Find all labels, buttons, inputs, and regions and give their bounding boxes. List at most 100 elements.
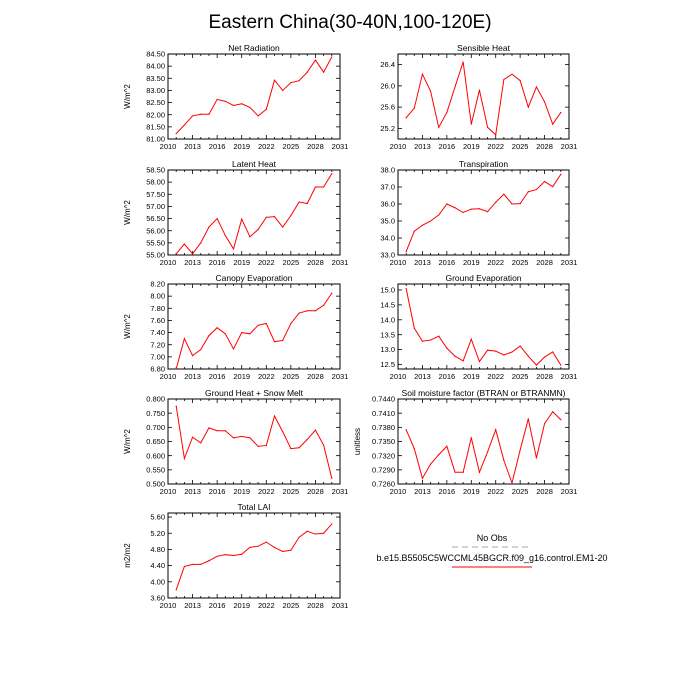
- data-point: [298, 312, 300, 314]
- x-tick-label: 2025: [512, 142, 529, 151]
- data-point: [503, 78, 505, 81]
- y-tick-label: 0.7410: [372, 409, 395, 418]
- data-point: [183, 565, 185, 568]
- y-tick-label: 0.7440: [372, 395, 395, 404]
- data-point: [257, 324, 259, 326]
- legend-obs-label: No Obs: [477, 533, 508, 543]
- data-point: [470, 123, 472, 125]
- data-point: [224, 100, 226, 102]
- data-point: [503, 354, 505, 356]
- x-tick-label: 2019: [233, 601, 250, 610]
- x-tick-label: 2025: [283, 487, 300, 496]
- data-point: [314, 533, 317, 535]
- x-tick-label: 2010: [160, 258, 177, 267]
- x-tick-label: 2028: [307, 601, 324, 610]
- data-point: [265, 541, 267, 543]
- series-line-model: [405, 410, 562, 485]
- panel-total-lai: Total LAI 2010 2013 2016 2019 2022 2025 2028 203…: [123, 502, 348, 610]
- data-point: [298, 447, 300, 449]
- data-point: [438, 454, 440, 456]
- y-tick-label: 6.80: [150, 365, 165, 374]
- plot-frame: [167, 512, 341, 599]
- x-tick-label: 2019: [463, 372, 480, 381]
- data-point: [470, 208, 472, 210]
- data-point: [191, 563, 194, 566]
- data-point: [421, 477, 424, 479]
- y-tick-label: 0.650: [146, 437, 165, 446]
- data-point: [527, 355, 529, 357]
- x-tick-label: 2013: [414, 258, 431, 267]
- data-point: [290, 82, 292, 84]
- data-point: [249, 546, 251, 549]
- data-point: [462, 61, 464, 63]
- y-tick-label: 84.00: [146, 62, 165, 71]
- y-tick-label: 55.00: [146, 251, 165, 260]
- y-tick-label: 0.500: [146, 480, 165, 489]
- y-tick-label: 26.4: [380, 60, 395, 69]
- x-tick-label: 2016: [209, 601, 226, 610]
- data-point: [290, 549, 292, 551]
- x-tick-label: 2013: [184, 487, 201, 496]
- series-line-model: [175, 523, 333, 591]
- panel-latent-heat: Latent Heat 2010 2013 2016 2019 2022 2025 2028 2…: [123, 159, 348, 267]
- x-tick-label: 2013: [414, 372, 431, 381]
- y-tick-label: 7.20: [150, 340, 165, 349]
- data-point: [413, 447, 415, 450]
- data-point: [413, 107, 415, 109]
- data-point: [560, 173, 562, 175]
- y-tick-label: 25.2: [380, 124, 395, 133]
- data-point: [298, 80, 300, 82]
- data-point: [495, 429, 497, 431]
- x-tick-label: 2022: [487, 372, 504, 381]
- y-tick-label: 36.0: [380, 200, 395, 209]
- x-tick-label: 2019: [463, 487, 480, 496]
- data-point: [454, 207, 456, 209]
- data-point: [478, 208, 481, 210]
- y-tick-label: 57.50: [146, 190, 165, 199]
- data-point: [519, 345, 521, 347]
- data-point: [535, 188, 538, 191]
- data-point: [486, 126, 489, 128]
- data-point: [224, 554, 226, 556]
- x-tick-label: 2013: [184, 258, 201, 267]
- data-point: [486, 211, 489, 213]
- y-axis-label: W/m^2: [123, 314, 132, 339]
- data-point: [413, 230, 415, 232]
- data-point: [191, 115, 194, 117]
- panel-canopy-evaporation: Canopy Evaporation 2010 2013 2016 2019 2022 20…: [123, 273, 348, 381]
- data-point: [282, 339, 284, 342]
- data-point: [241, 103, 243, 105]
- x-tick-label: 2013: [184, 372, 201, 381]
- data-point: [183, 338, 185, 340]
- x-tick-label: 2028: [536, 258, 553, 267]
- data-point: [405, 429, 407, 431]
- y-tick-label: 8.00: [150, 292, 165, 301]
- data-point: [429, 90, 432, 92]
- x-tick-label: 2013: [414, 142, 431, 151]
- data-point: [519, 449, 521, 451]
- data-point: [470, 338, 472, 340]
- x-tick-label: 2025: [512, 487, 529, 496]
- data-point: [282, 430, 284, 433]
- panel-title: Total LAI: [237, 502, 270, 512]
- y-tick-label: 81.50: [146, 122, 165, 131]
- data-point: [265, 322, 267, 325]
- series-line-model: [175, 292, 333, 370]
- x-tick-label: 2025: [512, 258, 529, 267]
- x-tick-label: 2019: [233, 258, 250, 267]
- x-tick-label: 2019: [233, 487, 250, 496]
- x-tick-label: 2013: [414, 487, 431, 496]
- data-point: [200, 563, 202, 566]
- x-tick-label: 2022: [258, 372, 275, 381]
- data-point: [331, 477, 333, 479]
- series-line-model: [175, 406, 333, 479]
- y-tick-label: 14.5: [380, 300, 395, 309]
- y-tick-label: 0.7260: [372, 480, 395, 489]
- x-tick-label: 2025: [283, 142, 300, 151]
- x-tick-label: 2010: [390, 142, 407, 151]
- data-point: [216, 327, 218, 329]
- data-point: [200, 348, 202, 351]
- data-point: [462, 211, 464, 214]
